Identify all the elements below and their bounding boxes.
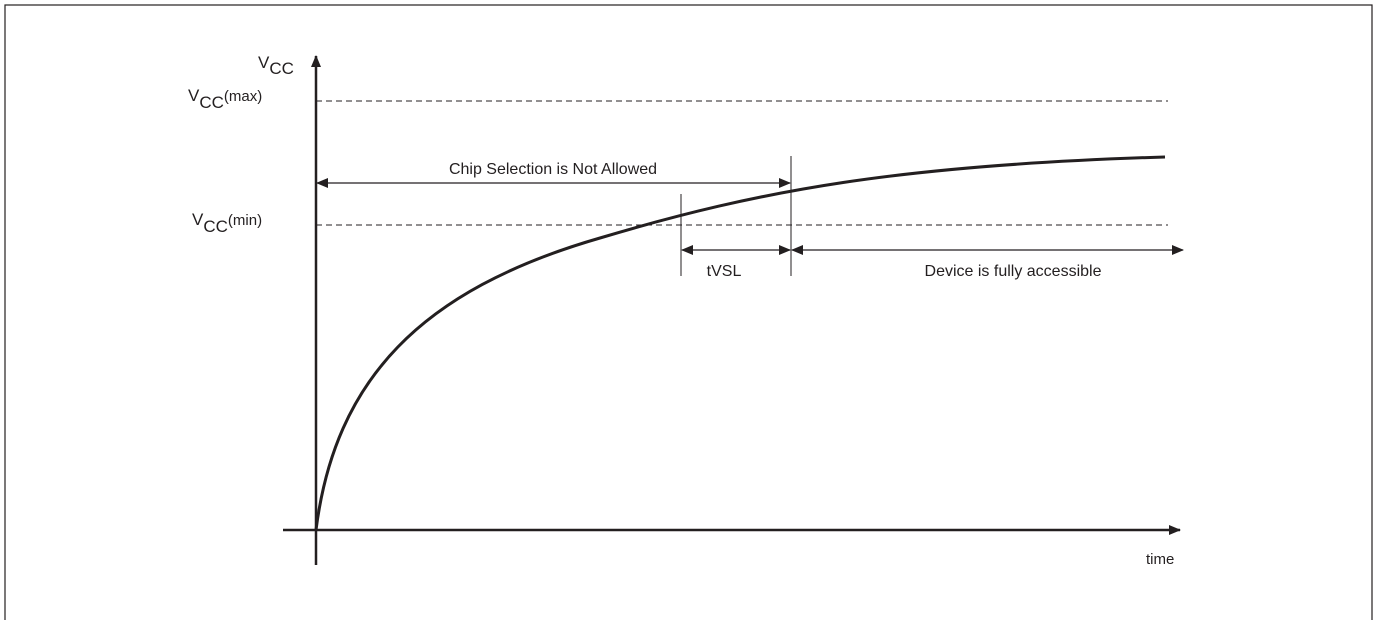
device-access-label: Device is fully accessible <box>925 263 1102 280</box>
figure-border <box>4 4 1373 620</box>
chip-selection-label: Chip Selection is Not Allowed <box>449 161 657 178</box>
time-axis-label: time <box>1146 551 1174 568</box>
vcc-min-label: VCC(min) <box>192 210 262 236</box>
vcc-ramp-curve <box>314 155 1166 531</box>
vcc-axis-label: VCC <box>258 53 294 78</box>
tvsl-label: tVSL <box>707 263 742 280</box>
vcc-max-label: VCC(max) <box>188 86 262 112</box>
